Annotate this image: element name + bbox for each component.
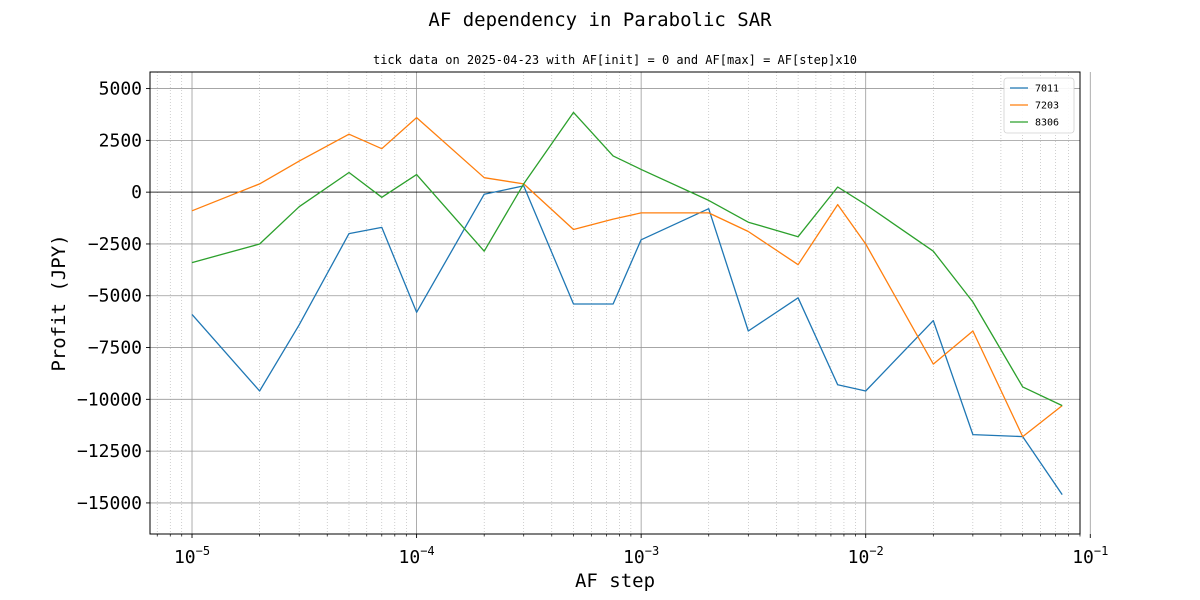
- legend-label-8306: 8306: [1035, 118, 1059, 129]
- series-line-8306: [191, 111, 1063, 407]
- y-tick-label: −12500: [77, 441, 142, 462]
- legend-label-7011: 7011: [1035, 84, 1059, 95]
- series-line-7203: [191, 116, 1063, 438]
- y-axis-ticks: 5000 2500 0 −2500 −5000 −7500 −10000 −12500 −150…: [77, 79, 150, 514]
- series-line-7011: [191, 185, 1063, 495]
- y-axis-label: Profit (JPY): [48, 234, 70, 371]
- y-tick-label: 0: [131, 182, 142, 203]
- minor-gridlines: [156, 72, 1081, 537]
- legend-label-7203: 7203: [1035, 101, 1059, 112]
- y-tick-label: −7500: [88, 338, 142, 359]
- x-tick-label: 10−1: [1072, 544, 1108, 568]
- x-tick-label: 10−3: [623, 544, 659, 568]
- legend-box: [1003, 77, 1075, 134]
- x-tick-label: 10−2: [848, 544, 884, 568]
- chart-subtitle: tick data on 2025-04-23 with AF[init] = …: [373, 53, 857, 67]
- x-tick-label: 10−5: [174, 544, 210, 568]
- legend: 7011 7203 8306: [1003, 77, 1075, 134]
- plot-frame: [149, 71, 1081, 535]
- major-gridlines: [150, 72, 1091, 534]
- x-axis-label: AF step: [575, 570, 655, 592]
- x-axis-ticks: 10−5 10−4 10−3 10−2 10−1: [174, 534, 1108, 568]
- chart-title: AF dependency in Parabolic SAR: [428, 9, 772, 31]
- y-tick-label: −15000: [77, 493, 142, 514]
- y-tick-label: −5000: [88, 286, 142, 307]
- x-tick-label: 10−4: [399, 544, 435, 568]
- series-layer: [191, 111, 1063, 495]
- y-tick-label: 5000: [99, 79, 142, 100]
- y-tick-label: −2500: [88, 234, 142, 255]
- y-tick-label: −10000: [77, 389, 142, 410]
- y-tick-label: 2500: [99, 130, 142, 151]
